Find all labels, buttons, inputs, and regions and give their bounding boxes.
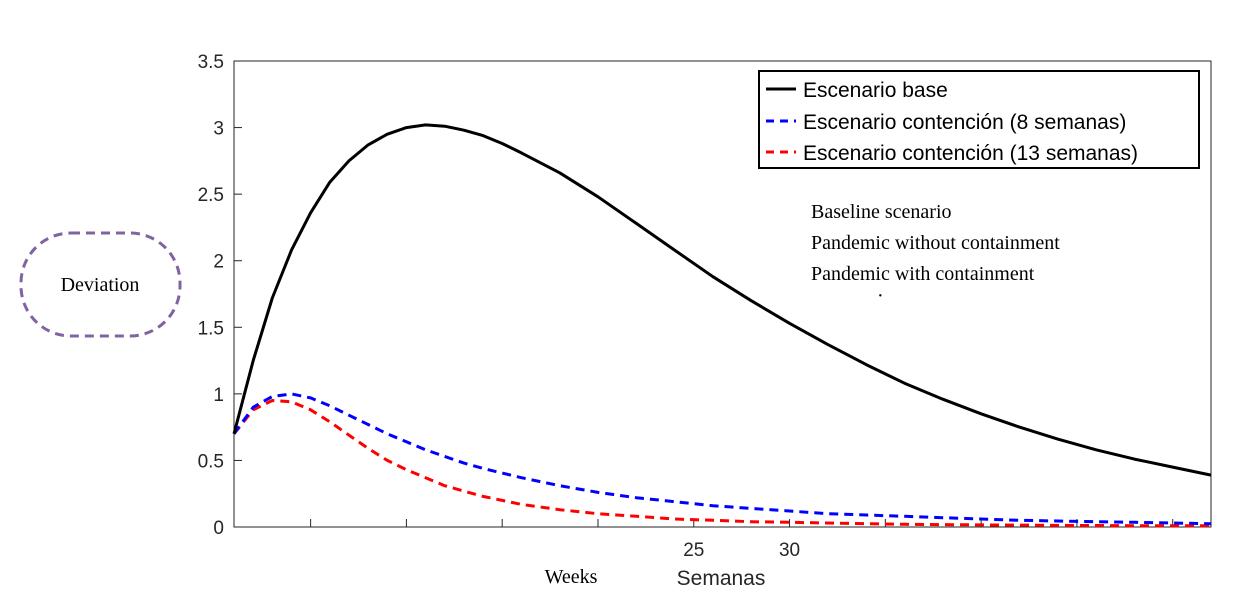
deviation-label: Deviation bbox=[61, 274, 140, 296]
y-tick-label: 2.5 bbox=[198, 185, 224, 206]
y-axis-ticks: 0 0.5 1 1.5 2 2.5 3 3.5 bbox=[198, 52, 242, 539]
x-tick-label: 30 bbox=[779, 540, 800, 561]
series-layer bbox=[232, 123, 1212, 528]
x-tick-label: 25 bbox=[683, 540, 704, 561]
english-legend-baseline: Baseline scenario bbox=[811, 201, 952, 223]
series-line-1 bbox=[232, 392, 1212, 526]
plot-frame bbox=[233, 60, 1212, 528]
legend-label-base: Escenario base bbox=[803, 79, 948, 102]
series-line-2 bbox=[232, 399, 1211, 528]
series-line-0 bbox=[232, 123, 1212, 477]
stray-dot: · bbox=[877, 285, 884, 307]
y-tick-label: 3 bbox=[213, 119, 224, 140]
y-tick-label: 1 bbox=[213, 385, 224, 406]
y-tick-label: 0 bbox=[213, 518, 224, 539]
y-tick-label: 3.5 bbox=[198, 52, 224, 73]
x-axis-ticks: 25 30 bbox=[310, 519, 1174, 561]
y-tick-label: 0.5 bbox=[198, 451, 224, 472]
legend-label-13-weeks: Escenario contención (13 semanas) bbox=[803, 142, 1138, 165]
deviation-dashed-outline bbox=[19, 231, 182, 338]
deviation-annotation: Deviation bbox=[19, 231, 182, 338]
legend-label-8-weeks: Escenario contención (8 semanas) bbox=[803, 111, 1126, 134]
y-tick-label: 2 bbox=[213, 252, 224, 273]
english-legend-without-containment: Pandemic without containment bbox=[811, 232, 1060, 254]
legend-box bbox=[758, 70, 1200, 169]
x-axis-title: Semanas bbox=[677, 567, 766, 590]
english-legend-with-containment: Pandemic with containment bbox=[811, 263, 1035, 285]
y-tick-label: 1.5 bbox=[198, 318, 224, 339]
legend: Escenario base Escenario contención (8 s… bbox=[758, 70, 1200, 169]
weeks-label: Weeks bbox=[545, 566, 598, 588]
